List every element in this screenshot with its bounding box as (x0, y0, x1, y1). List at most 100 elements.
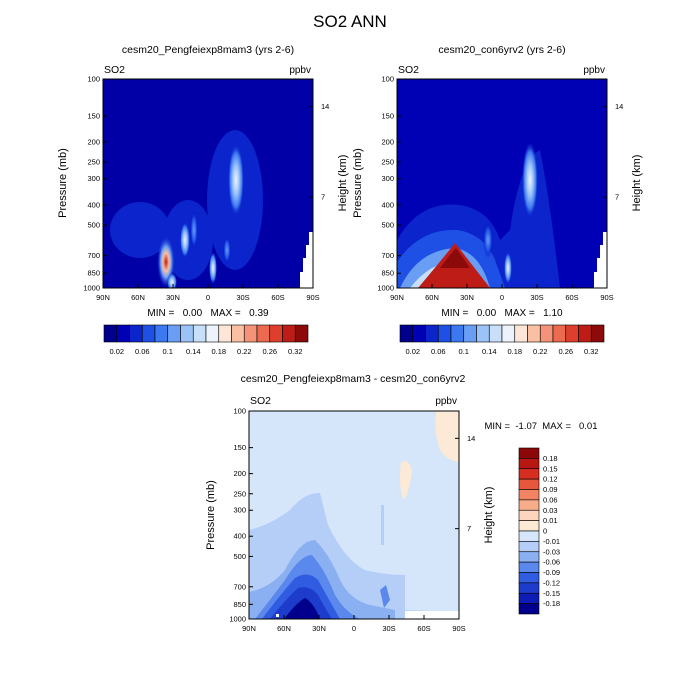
panel-c-ytick-label: 200 (233, 469, 246, 478)
panel-b-plume-2 (522, 142, 538, 218)
panel-b-colorbar-swatch (412, 324, 426, 343)
panel-c-xtick-label: 30N (312, 624, 326, 633)
panel-a-colorbar-label: 0.22 (237, 347, 252, 356)
panel-c-colorbar-swatch (518, 468, 540, 480)
panel-b-colorbar-swatch (488, 324, 503, 343)
panel-c-stats: MIN = -1.07 MAX = 0.01 (485, 421, 598, 432)
panel-a-xtick-label: 60N (131, 293, 145, 302)
panel-b-colorbar-label: 0.26 (558, 347, 573, 356)
panel-c: cesm20_Pengfeiexp8mam3 - cesm20_con6yrv2… (205, 373, 598, 633)
panel-b-colorbar-label: 0.1 (459, 347, 469, 356)
panel-a-colorbar-swatch (205, 324, 220, 343)
panel-b-ytick-label: 100 (381, 75, 394, 84)
panel-c-xtick-label: 30S (382, 624, 395, 633)
panel-a-colorbar-swatch (192, 324, 207, 343)
panel-a-ylabel: Pressure (mb) (57, 148, 69, 218)
panel-b-xtick-label: 90N (390, 293, 404, 302)
panel-a-colorbar-swatch (294, 324, 309, 343)
panel-a-colorbar-swatch (154, 324, 169, 343)
panel-b-xtick-label: 90S (600, 293, 613, 302)
panel-c-min-region (284, 598, 320, 619)
panel-c-xtick-label: 60S (417, 624, 430, 633)
panel-a-colorbar-swatch (282, 324, 296, 343)
panel-c-colorbar-swatch (518, 541, 540, 553)
panel-b-ytick-label: 850 (381, 269, 394, 278)
panel-b-colorbar-swatch (476, 324, 490, 343)
panel-b-xtick-label: 30N (460, 293, 474, 302)
panel-c-colorbar-swatch (518, 509, 540, 521)
panel-a-colorbar-swatch (269, 324, 283, 343)
panel-b-colorbar-swatch (514, 324, 528, 343)
panel-a-ytick-label: 300 (87, 174, 100, 183)
panel-c-colorbar-swatch (518, 603, 540, 615)
panel-c-ytick-label: 100 (233, 407, 246, 416)
panel-c-colorbar-label: 0.18 (543, 454, 558, 463)
panel-b-colorbar-label: 0.22 (533, 347, 548, 356)
panel-a-xtick-label: 30N (166, 293, 180, 302)
panel-b-plume-3 (504, 252, 512, 284)
panel-c-colorbar-label: 0.06 (543, 495, 558, 504)
panel-a-ytick-label: 200 (87, 137, 100, 146)
panel-a-ytick-label: 850 (87, 269, 100, 278)
panel-b-title: cesm20_con6yrv2 (yrs 2-6) (438, 44, 565, 56)
panel-a-plume-6 (228, 144, 244, 216)
panel-b-colorbar-label: 0.18 (507, 347, 522, 356)
panel-c-colorbar-swatch (518, 478, 540, 490)
panel-c-colorbar-label: -0.03 (543, 547, 560, 556)
panel-c-colorbar-label: 0.15 (543, 464, 558, 473)
panel-a-y2label: Height (km) (337, 155, 349, 212)
panel-a-xtick-label: 90S (306, 293, 319, 302)
panel-c-ytick-label: 850 (233, 600, 246, 609)
panel-a-ytick-label: 250 (87, 158, 100, 167)
panel-c-colorbar: 0.180.15 0.120.090.06 0.030.01 0-0.01-0.03 -… (518, 447, 560, 615)
panel-c-title: cesm20_Pengfeiexp8mam3 - cesm20_con6yrv2 (241, 373, 466, 385)
panel-c-colorbar-swatch (518, 572, 540, 584)
panel-c-colorbar-label: -0.06 (543, 558, 560, 567)
panel-b-field (397, 79, 607, 288)
panel-b-y2tick-label: 14 (615, 102, 623, 111)
panel-a-colorbar-swatch (243, 324, 258, 343)
panel-c-xtick-label: 90N (242, 624, 256, 633)
panel-c-xtick-label: 0 (352, 624, 356, 633)
panel-a-ytick-label: 150 (87, 111, 100, 120)
panel-c-ytick-label: 1000 (229, 615, 246, 624)
panel-a: cesm20_Pengfeiexp8mam3 (yrs 2-6) SO2 ppb… (57, 44, 349, 356)
panel-c-colorbar-label: 0.03 (543, 506, 558, 515)
panel-c-variable: SO2 (250, 395, 271, 407)
panel-a-colorbar-swatch (141, 324, 156, 343)
figure-title: SO2 ANN (313, 12, 387, 31)
panel-c-colorbar-label: 0 (543, 527, 547, 536)
panel-b-colorbar-swatch (565, 324, 579, 343)
panel-a-colorbar-label: 0.14 (186, 347, 201, 356)
panel-b-colorbar-swatch (590, 324, 605, 343)
panel-a-ytick-label: 400 (87, 200, 100, 209)
panel-b-ytick-label: 300 (381, 174, 394, 183)
panel-c-axes: 90N 60N 30N 0 30S 60S 90S 100 150 200 250 300 400 500… (229, 407, 475, 634)
panel-a-xtick-label: 30S (236, 293, 249, 302)
panel-a-plume-7 (223, 236, 231, 264)
panel-a-units: ppbv (289, 65, 311, 76)
panel-c-y2label: Height (km) (483, 487, 495, 544)
panel-b-stats: MIN = 0.00 MAX = 1.10 (441, 308, 563, 319)
panel-a-colorbar-label: 0.1 (163, 347, 173, 356)
panel-b-xtick-label: 60N (425, 293, 439, 302)
panel-a-colorbar-swatch (116, 324, 130, 343)
panel-a-xtick-label: 90N (96, 293, 110, 302)
panel-a-field (103, 79, 313, 288)
panel-c-y2tick-label: 7 (467, 524, 471, 533)
panel-b-ytick-label: 200 (381, 137, 394, 146)
panel-b-colorbar-swatch (450, 324, 465, 343)
panel-b-colorbar-swatch (578, 324, 592, 343)
panel-c-colorbar-swatch (518, 489, 540, 501)
panel-c-colorbar-swatch (518, 499, 540, 511)
panel-c-y2tick-label: 14 (467, 434, 475, 443)
panel-a-colorbar-label: 0.18 (211, 347, 226, 356)
panel-c-colorbar-swatch (518, 551, 540, 563)
panel-c-colorbar-label: -0.01 (543, 537, 560, 546)
panel-a-xtick-label: 0 (206, 293, 210, 302)
panel-b: cesm20_con6yrv2 (yrs 2-6) SO2 ppbv 90N 60… (352, 44, 643, 356)
panel-b-colorbar-label: 0.32 (584, 347, 599, 356)
panel-c-ytick-label: 400 (233, 532, 246, 541)
panel-a-colorbar-swatch (180, 324, 194, 343)
panel-b-axes: 90N 60N 30N 0 30S 60S 90S 100 150 200 250 300 400 500… (377, 75, 623, 303)
